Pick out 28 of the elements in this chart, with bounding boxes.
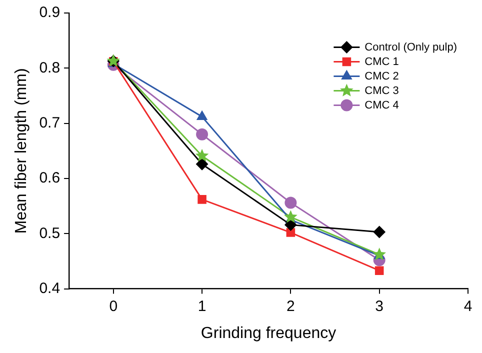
point — [196, 128, 208, 140]
point — [373, 226, 386, 238]
point — [284, 210, 298, 223]
point — [196, 110, 208, 120]
y-tick-label: 0.7 — [39, 114, 60, 132]
point — [196, 158, 208, 170]
y-tick-label: 0.5 — [39, 224, 60, 242]
point — [374, 266, 384, 275]
x-axis-title: Grinding frequency — [200, 324, 336, 342]
point — [195, 148, 209, 162]
y-tick-label: 0.8 — [39, 59, 60, 76]
y-tick-label: 0.9 — [39, 4, 60, 22]
y-tick-label: 0.4 — [39, 280, 60, 297]
x-tick-label: 1 — [198, 298, 206, 315]
legend-label: CMC 2 — [364, 70, 399, 82]
point — [284, 218, 297, 231]
legend-label: CMC 4 — [364, 99, 399, 112]
legend-label: CMC 3 — [364, 84, 399, 97]
y-axis-title: Mean fiber length (mm) — [13, 68, 30, 234]
legend-label: Control (Only pulp) — [364, 41, 458, 54]
y-tick-label: 0.6 — [39, 170, 60, 187]
point — [284, 196, 297, 209]
legend-label: CMC 1 — [364, 56, 399, 68]
point — [198, 195, 206, 204]
x-tick-label: 0 — [109, 298, 118, 315]
x-tick-label: 4 — [464, 298, 472, 315]
x-tick-label: 3 — [375, 298, 384, 315]
x-tick-label: 2 — [286, 298, 295, 315]
